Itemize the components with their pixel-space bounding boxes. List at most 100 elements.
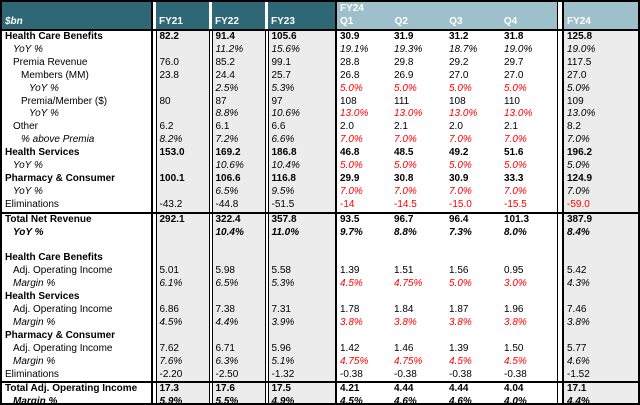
column-spacer: [152, 304, 156, 317]
value-cell: 4.0%: [501, 396, 558, 403]
row-label: YoY %: [2, 185, 153, 199]
row-label: [2, 239, 153, 253]
value-cell: 7.0%: [335, 134, 391, 148]
value-cell: 2.0: [449, 121, 463, 133]
value-cell: [446, 240, 501, 253]
value-cell: 7.31: [267, 304, 337, 317]
value-cell: 117.5: [562, 56, 638, 70]
value-cell: 4.5%: [155, 316, 210, 330]
table-row: Pharmacy & Consumer: [2, 329, 638, 343]
table-row: Adj. Operating Income 5.01 5.98 5.58 1.39 1.5…: [2, 265, 638, 279]
column-spacer: [152, 172, 156, 186]
value-cell: 51.6: [501, 147, 558, 161]
column-spacer: [209, 172, 212, 186]
column-spacer: [265, 30, 268, 44]
unit-label-header: $bn: [2, 2, 153, 31]
value-cell: 19.3%: [394, 43, 423, 55]
value-cell: 5.58: [267, 265, 337, 279]
value-cell: [446, 291, 501, 304]
row-label: Total Net Revenue: [2, 211, 153, 227]
value-cell: 4.6%: [562, 355, 638, 369]
table-row: Margin % 6.1% 6.5% 5.3% 4.5% 4.75% 5.0% 3.0% 4.3…: [2, 278, 638, 292]
column-spacer: [557, 239, 563, 253]
value-cell: 4.21: [335, 381, 391, 397]
column-spacer: [209, 265, 212, 279]
table-row: Other 6.2 6.1 6.6 2.0 2.1 2.0 2.1 8.2: [2, 121, 638, 135]
column-spacer: [557, 69, 563, 83]
column-spacer: [209, 368, 212, 383]
value-cell: 292.1: [155, 211, 210, 227]
column-spacer: [209, 211, 212, 227]
value-cell: 6.5%: [211, 278, 266, 292]
value-cell: 30.9: [449, 172, 469, 184]
value-cell: 8.4%: [562, 226, 638, 240]
value-cell: 105.6: [267, 30, 337, 44]
column-spacer: [152, 368, 156, 383]
column-spacer: [265, 291, 268, 305]
value-cell: 8.0%: [501, 226, 558, 240]
value-cell: [562, 252, 638, 266]
value-cell: [155, 252, 210, 266]
column-spacer: [557, 252, 563, 266]
value-cell: [267, 291, 337, 305]
value-cell: -51.5: [267, 198, 337, 213]
value-cell: 100.1: [155, 172, 210, 186]
column-spacer: [557, 381, 563, 397]
row-label: Margin %: [2, 278, 153, 292]
fy24-quarters-group-header: FY24 Q1 Q2 Q3 Q4: [335, 2, 558, 31]
value-cell: [211, 252, 266, 266]
table-row: Eliminations -2.20 -2.50 -1.32 -0.38 -0.38 -0.…: [2, 368, 638, 383]
value-cell: [155, 226, 210, 240]
column-spacer: [557, 278, 563, 292]
column-spacer: [152, 134, 156, 148]
value-cell: -2.50: [211, 368, 266, 383]
column-spacer: [557, 355, 563, 369]
column-spacer: [152, 30, 156, 44]
value-cell: -59.0: [562, 198, 638, 213]
value-cell: 82.2: [155, 30, 210, 44]
column-spacer: [265, 56, 268, 70]
value-cell: [562, 329, 638, 343]
column-spacer: [152, 160, 156, 173]
value-cell: 186.8: [267, 147, 337, 161]
value-cell: 4.44: [446, 381, 501, 397]
column-spacer: [209, 121, 212, 135]
column-header-fy21: FY21: [156, 2, 209, 31]
value-cell: 387.9: [562, 211, 638, 227]
value-cell: 9.7%: [335, 226, 391, 240]
value-cell: 11.0%: [267, 226, 337, 240]
column-spacer: [152, 252, 156, 266]
value-cell: [562, 239, 638, 253]
value-cell: 9.5%: [267, 185, 337, 199]
value-cell: 5.0%: [449, 278, 472, 290]
value-cell: 2.1: [394, 121, 408, 133]
value-cell: 108: [449, 95, 466, 107]
value-cell: 31.9: [394, 31, 414, 42]
value-cell: 13.0%: [562, 108, 638, 122]
value-cell: 7.0%: [449, 134, 472, 146]
value-cell: 17.6: [211, 381, 266, 397]
table-row: Premia/Member ($) 80 87 97 108 111 108 110 109: [2, 95, 638, 109]
value-cell: -0.38: [449, 368, 472, 380]
column-spacer: [557, 368, 563, 383]
value-cell: 125.8: [562, 30, 638, 44]
value-cell: 31.8: [501, 30, 558, 44]
value-cell: 357.8: [267, 211, 337, 227]
value-cell: [335, 291, 391, 305]
value-cell: 1.50: [501, 342, 558, 356]
value-cell: 30.8: [394, 172, 414, 184]
value-cell: [335, 252, 391, 266]
column-spacer: [209, 185, 212, 199]
value-cell: [391, 252, 446, 265]
value-cell: -2.20: [155, 368, 210, 383]
value-cell: 5.77: [562, 342, 638, 356]
row-label: Margin %: [2, 316, 153, 330]
value-cell: 101.3: [501, 211, 558, 227]
value-cell: 8.2: [562, 121, 638, 135]
value-cell: [155, 239, 210, 253]
table-row: Adj. Operating Income 6.86 7.38 7.31 1.78 1.8…: [2, 304, 638, 317]
value-cell: 76.0: [155, 56, 210, 70]
column-spacer: [152, 69, 156, 83]
column-spacer: [209, 69, 212, 83]
column-spacer: [209, 252, 212, 266]
